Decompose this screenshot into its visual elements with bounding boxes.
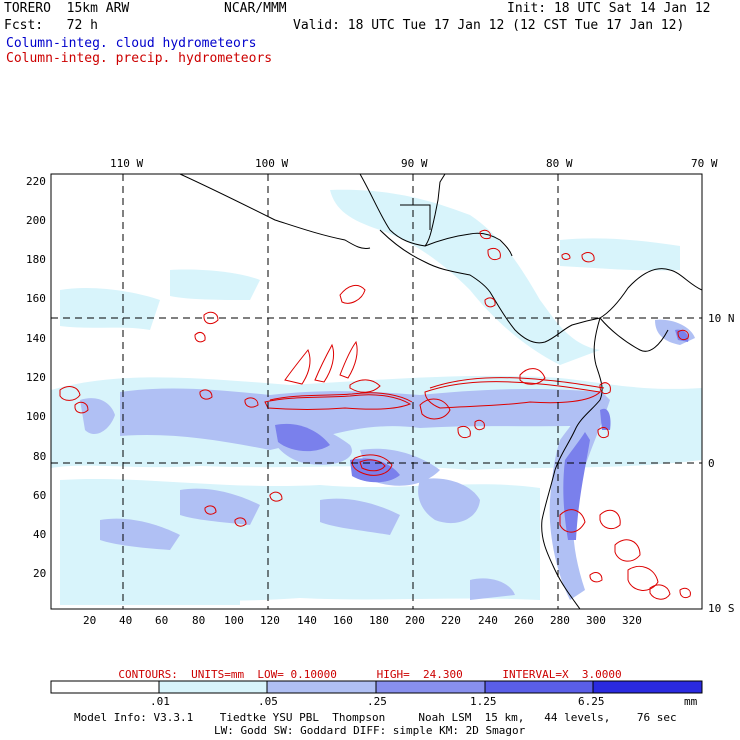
lon-label-90w: 90 W: [401, 157, 428, 170]
coastlines: [179, 174, 702, 609]
y-tick: 100: [26, 410, 46, 423]
colorbar-label: 1.25: [470, 695, 497, 708]
x-tick: 300: [586, 614, 606, 627]
lon-label-70w: 70 W: [691, 157, 718, 170]
colorbar-label: .05: [258, 695, 278, 708]
x-tick: 120: [260, 614, 280, 627]
y-tick: 80: [33, 450, 47, 463]
init-time: Init: 18 UTC Sat 14 Jan 12: [507, 1, 711, 16]
precip-contours: [59, 229, 691, 600]
x-tick: 280: [550, 614, 570, 627]
y-tick: 180: [26, 253, 46, 266]
model-title: TORERO 15km ARW: [4, 1, 130, 16]
forecast-hour: Fcst: 72 h: [4, 18, 98, 33]
contours-info: CONTOURS: UNITS=mm LOW= 0.10000 HIGH= 24…: [118, 668, 622, 681]
cloud-shading: [51, 189, 702, 605]
colorbar-label: .25: [367, 695, 387, 708]
lon-label-80w: 80 W: [546, 157, 573, 170]
x-tick: 260: [514, 614, 534, 627]
y-tick: 140: [26, 332, 46, 345]
lat-label-0: 0: [708, 457, 715, 470]
x-tick: 160: [333, 614, 353, 627]
plot-frame: [50, 173, 703, 610]
colorbar-unit: mm: [684, 695, 698, 708]
model-info: Model Info: V3.3.1 Tiedtke YSU PBL Thomp…: [74, 711, 677, 724]
x-tick: 200: [405, 614, 425, 627]
colorbar-label: 6.25: [578, 695, 605, 708]
model-physics: LW: Godd SW: Goddard DIFF: simple KM: 2D…: [214, 724, 526, 737]
lat-label-10s: 10 S: [708, 602, 735, 615]
y-tick: 60: [33, 489, 47, 502]
x-tick: 60: [155, 614, 169, 627]
x-tick: 80: [192, 614, 206, 627]
y-tick: 160: [26, 292, 46, 305]
field-precip-label: Column-integ. precip. hydrometeors: [6, 51, 273, 66]
x-tick: 220: [441, 614, 461, 627]
y-tick: 220: [26, 175, 46, 188]
colorbar: [50, 680, 703, 694]
y-tick: 20: [33, 567, 47, 580]
x-tick: 100: [224, 614, 244, 627]
colorbar-label: .01: [150, 695, 170, 708]
org-label: NCAR/MMM: [224, 1, 287, 16]
graticule: [51, 174, 702, 609]
y-tick: 200: [26, 214, 46, 227]
field-cloud-label: Column-integ. cloud hydrometeors: [6, 36, 257, 51]
x-tick: 40: [119, 614, 133, 627]
lon-label-100w: 100 W: [255, 157, 289, 170]
x-tick: 20: [83, 614, 97, 627]
lat-label-10n: 10 N: [708, 312, 735, 325]
lon-label-110w: 110 W: [110, 157, 144, 170]
x-tick: 180: [369, 614, 389, 627]
y-tick: 120: [26, 371, 46, 384]
x-tick: 140: [297, 614, 317, 627]
y-tick: 40: [33, 528, 47, 541]
x-tick: 240: [478, 614, 498, 627]
x-tick: 320: [622, 614, 642, 627]
valid-time: Valid: 18 UTC Tue 17 Jan 12 (12 CST Tue …: [293, 18, 685, 33]
